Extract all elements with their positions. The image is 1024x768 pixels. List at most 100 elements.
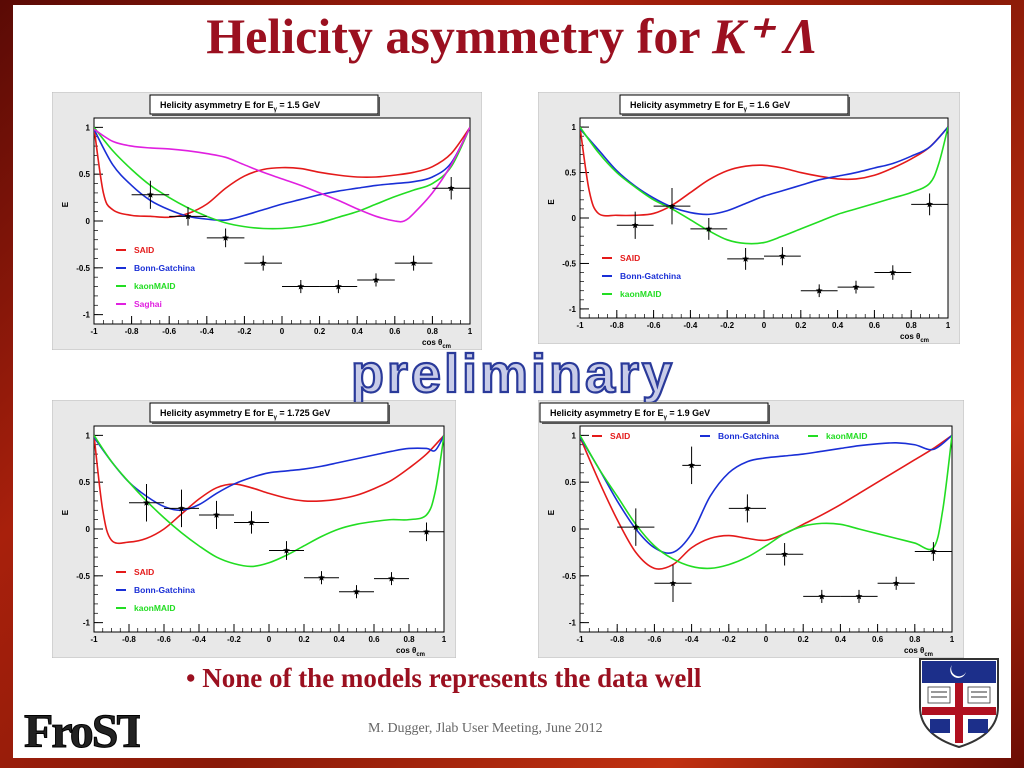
legend-label-bonn-gatchina: Bonn-Gatchina <box>718 431 779 441</box>
legend-label-kaonmaid: kaonMAID <box>826 431 868 441</box>
data-marker <box>297 282 305 290</box>
x-tick-label: -0.8 <box>122 635 136 644</box>
data-point <box>282 279 320 294</box>
data-point <box>654 564 692 603</box>
y-tick-label: -0.5 <box>562 572 576 581</box>
data-point <box>728 494 766 523</box>
chart-legend: SAID Bonn-Gatchina kaonMAID Saghai <box>116 245 195 309</box>
series-line-said <box>94 126 470 219</box>
data-point <box>409 522 444 542</box>
y-axis-label: E <box>547 199 556 205</box>
y-tick-label: 0 <box>86 217 91 226</box>
x-tick-label: 0.2 <box>798 635 810 644</box>
x-axis-label-sub: cm <box>924 652 933 658</box>
model-curves <box>580 126 948 245</box>
x-tick-label: -0.4 <box>684 321 698 330</box>
legend-label-kaonmaid: kaonMAID <box>134 281 176 291</box>
chart-legend: SAID Bonn-Gatchina kaonMAID <box>116 567 195 613</box>
x-tick-label: 0.8 <box>909 635 921 644</box>
x-tick-label: 0.4 <box>352 327 364 336</box>
legend-label-saghai: Saghai <box>134 299 162 309</box>
title-particles: K⁺ Λ <box>712 8 818 64</box>
x-axis-label-main: cos θ <box>396 646 416 655</box>
data-marker <box>668 202 676 210</box>
y-tick-label: -0.5 <box>76 572 90 581</box>
data-marker <box>334 282 342 290</box>
chart-panel-1p725: -1 -0.5 0 0.5 1 -1 -0.8 -0.6 -0.4 -0.2 0 0.2 0.4 0.6 0… <box>52 400 456 658</box>
y-axis-label: E <box>61 201 70 207</box>
chart-legend: SAID Bonn-Gatchina kaonMAID <box>592 431 868 441</box>
x-tick-label: -1 <box>90 635 98 644</box>
data-marker <box>283 546 290 554</box>
series-line-bonn-gatchina <box>94 434 444 512</box>
data-marker <box>669 579 677 587</box>
data-point <box>840 589 878 603</box>
data-marker <box>815 287 823 294</box>
series-line-bonn-gatchina <box>580 126 948 216</box>
data-marker <box>388 575 395 582</box>
y-tick-label: -0.5 <box>76 264 90 273</box>
series-line-saghai <box>94 127 470 223</box>
data-point <box>911 193 948 216</box>
series-line-kaonmaid <box>580 434 952 570</box>
data-point <box>616 211 654 239</box>
data-point <box>837 280 875 294</box>
data-point <box>269 541 304 560</box>
legend-label-kaonmaid: kaonMAID <box>620 289 662 299</box>
chart-title-suffix: = 1.6 GeV <box>747 100 790 110</box>
chart-panel-1p6: -1 -0.5 0 0.5 1 -1 -0.8 -0.6 -0.4 -0.2 0 0.2 0.4 0.6 0… <box>538 92 960 344</box>
x-tick-label: 0.2 <box>298 635 310 644</box>
x-tick-label: -0.2 <box>227 635 241 644</box>
x-axis-label: cos θcm <box>422 338 451 350</box>
y-tick-label: 0.5 <box>565 169 577 178</box>
x-tick-label: 0.2 <box>314 327 326 336</box>
x-axis-label-sub: cm <box>416 652 425 658</box>
series-line-said <box>580 126 948 217</box>
data-marker <box>926 200 934 208</box>
plot-frame <box>579 425 953 633</box>
x-tick-label: -0.2 <box>722 635 736 644</box>
data-point <box>131 180 170 209</box>
title-box-shadow <box>152 114 380 116</box>
data-point <box>234 511 269 534</box>
x-tick-label: 0.6 <box>869 321 881 330</box>
data-marker <box>372 276 380 283</box>
data-marker <box>410 259 418 267</box>
chart-title-suffix: = 1.725 GeV <box>277 408 330 418</box>
data-marker <box>143 499 150 506</box>
data-marker <box>778 252 786 260</box>
legend-label-said: SAID <box>620 253 640 263</box>
data-point <box>129 484 164 522</box>
y-axis-label: E <box>547 509 556 515</box>
data-marker <box>705 225 713 232</box>
chart-title-suffix: = 1.5 GeV <box>277 100 320 110</box>
x-axis-label-sub: cm <box>442 344 451 350</box>
conclusion-bullet: • None of the models represents the data… <box>186 663 702 693</box>
data-point <box>877 576 915 590</box>
data-point <box>617 508 655 546</box>
x-axis-label: cos θcm <box>396 646 425 658</box>
data-point <box>914 542 952 561</box>
model-curves <box>94 434 444 568</box>
y-tick-label: 0.5 <box>79 478 91 487</box>
slide-title: Helicity asymmetry for K⁺ Λ <box>0 4 1024 68</box>
x-tick-label: 1 <box>946 321 951 330</box>
y-axis-label: E <box>61 509 70 515</box>
y-tick-label: 1 <box>572 123 577 132</box>
chart-legend: SAID Bonn-Gatchina kaonMAID <box>602 253 681 299</box>
university-crest-icon <box>919 658 999 749</box>
chart-title-sub: γ <box>744 107 748 113</box>
data-marker <box>889 268 897 276</box>
x-tick-label: 0.4 <box>832 321 844 330</box>
data-marker <box>852 283 860 290</box>
y-tick-label: 1 <box>572 431 577 440</box>
x-tick-label: -0.6 <box>162 327 176 336</box>
y-tick-label: -1 <box>569 619 577 628</box>
chart-title: Helicity asymmetry E for Eγ = 1.725 GeV <box>160 408 330 421</box>
y-tick-label: -1 <box>569 305 577 314</box>
data-point <box>432 176 470 200</box>
x-axis-label-main: cos θ <box>900 332 920 341</box>
preliminary-watermark: preliminary <box>350 346 673 402</box>
frost-logo-text: FroST <box>24 705 140 755</box>
data-marker <box>688 461 696 469</box>
